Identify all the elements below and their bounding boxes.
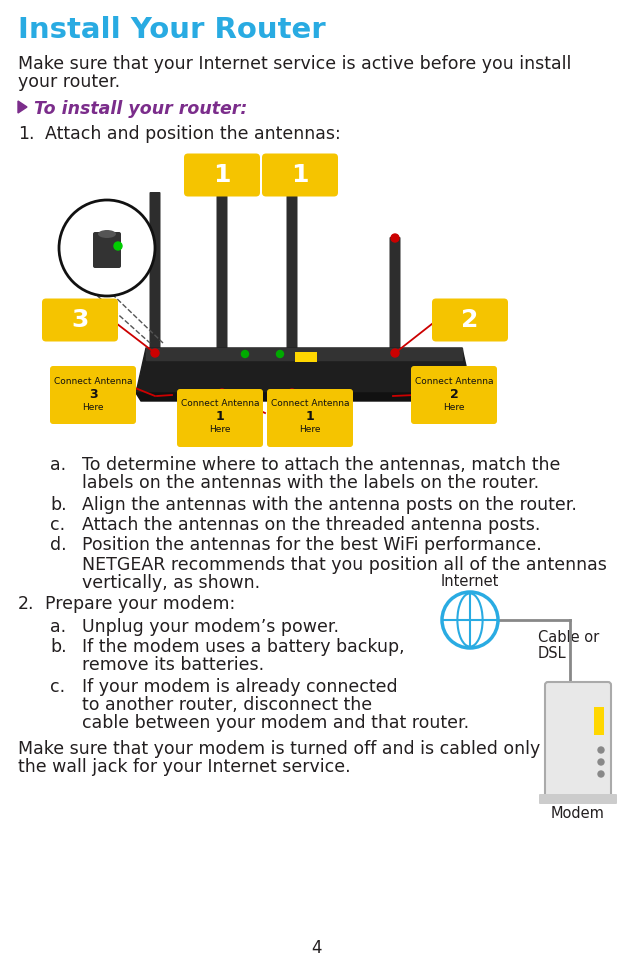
FancyBboxPatch shape <box>216 172 228 349</box>
Text: Position the antennas for the best WiFi performance.: Position the antennas for the best WiFi … <box>82 536 541 554</box>
Text: 1: 1 <box>216 410 224 424</box>
FancyBboxPatch shape <box>432 298 508 342</box>
Text: Cable or: Cable or <box>538 630 599 645</box>
FancyBboxPatch shape <box>539 794 617 804</box>
FancyBboxPatch shape <box>42 298 118 342</box>
Text: If the modem uses a battery backup,: If the modem uses a battery backup, <box>82 638 404 656</box>
Circle shape <box>59 200 155 296</box>
Circle shape <box>242 350 249 357</box>
FancyBboxPatch shape <box>295 352 317 362</box>
Text: Modem: Modem <box>551 805 605 821</box>
Text: your router.: your router. <box>18 73 120 91</box>
Text: c.: c. <box>50 516 65 534</box>
Text: 1.: 1. <box>18 125 34 143</box>
FancyBboxPatch shape <box>93 232 121 268</box>
Circle shape <box>391 234 399 242</box>
Text: 4: 4 <box>312 939 322 957</box>
Text: 3: 3 <box>89 387 97 401</box>
FancyBboxPatch shape <box>267 389 353 447</box>
Text: Connect Antenna: Connect Antenna <box>415 377 493 385</box>
FancyBboxPatch shape <box>184 154 260 197</box>
Circle shape <box>598 771 604 777</box>
Text: a.: a. <box>50 456 66 474</box>
Text: Make sure that your modem is turned off and is cabled only to: Make sure that your modem is turned off … <box>18 740 563 758</box>
Polygon shape <box>136 348 472 393</box>
FancyBboxPatch shape <box>389 237 401 349</box>
Circle shape <box>276 350 283 357</box>
FancyBboxPatch shape <box>262 154 338 197</box>
Text: If your modem is already connected: If your modem is already connected <box>82 678 398 696</box>
Text: 2.: 2. <box>18 595 34 613</box>
Text: Connect Antenna: Connect Antenna <box>181 400 259 408</box>
Text: a.: a. <box>50 618 66 636</box>
Circle shape <box>598 759 604 765</box>
Text: the wall jack for your Internet service.: the wall jack for your Internet service. <box>18 758 351 776</box>
Polygon shape <box>146 348 462 360</box>
Text: Connect Antenna: Connect Antenna <box>54 377 133 385</box>
Text: d.: d. <box>50 536 67 554</box>
Circle shape <box>598 747 604 753</box>
Circle shape <box>288 174 296 182</box>
Text: To determine where to attach the antennas, match the: To determine where to attach the antenna… <box>82 456 560 474</box>
Text: remove its batteries.: remove its batteries. <box>82 656 264 674</box>
Circle shape <box>151 349 159 357</box>
Text: cable between your modem and that router.: cable between your modem and that router… <box>82 714 469 732</box>
Text: to another router, disconnect the: to another router, disconnect the <box>82 696 372 714</box>
FancyBboxPatch shape <box>150 192 160 349</box>
Text: DSL: DSL <box>538 646 567 661</box>
Text: 1: 1 <box>213 163 231 187</box>
FancyBboxPatch shape <box>177 389 263 447</box>
Text: Here: Here <box>299 426 321 435</box>
FancyBboxPatch shape <box>50 366 136 424</box>
Text: c.: c. <box>50 678 65 696</box>
Polygon shape <box>136 393 472 401</box>
FancyBboxPatch shape <box>411 366 497 424</box>
Text: Make sure that your Internet service is active before you install: Make sure that your Internet service is … <box>18 55 571 73</box>
FancyBboxPatch shape <box>545 682 611 798</box>
Text: Attach the antennas on the threaded antenna posts.: Attach the antennas on the threaded ante… <box>82 516 540 534</box>
Text: Here: Here <box>443 403 465 411</box>
FancyBboxPatch shape <box>287 177 297 349</box>
Circle shape <box>114 242 122 250</box>
Text: Install Your Router: Install Your Router <box>18 16 326 44</box>
Circle shape <box>218 389 226 397</box>
Text: b.: b. <box>50 638 67 656</box>
Text: Attach and position the antennas:: Attach and position the antennas: <box>45 125 340 143</box>
Circle shape <box>218 169 226 177</box>
Text: Prepare your modem:: Prepare your modem: <box>45 595 235 613</box>
Polygon shape <box>18 101 27 113</box>
Text: 3: 3 <box>71 308 89 332</box>
Text: Connect Antenna: Connect Antenna <box>271 400 349 408</box>
Text: To install your router:: To install your router: <box>34 100 247 118</box>
Text: 2: 2 <box>462 308 479 332</box>
Text: 1: 1 <box>306 410 314 424</box>
Text: Here: Here <box>82 403 104 411</box>
Text: Here: Here <box>209 426 231 435</box>
Text: vertically, as shown.: vertically, as shown. <box>82 574 260 592</box>
FancyBboxPatch shape <box>594 707 604 735</box>
Text: 2: 2 <box>450 387 458 401</box>
Text: NETGEAR recommends that you position all of the antennas: NETGEAR recommends that you position all… <box>82 556 607 574</box>
Text: Unplug your modem’s power.: Unplug your modem’s power. <box>82 618 339 636</box>
Text: Align the antennas with the antenna posts on the router.: Align the antennas with the antenna post… <box>82 496 577 514</box>
Ellipse shape <box>98 230 116 238</box>
Text: labels on the antennas with the labels on the router.: labels on the antennas with the labels o… <box>82 474 539 492</box>
Circle shape <box>391 349 399 357</box>
Text: b.: b. <box>50 496 67 514</box>
Text: 1: 1 <box>291 163 309 187</box>
Text: Internet: Internet <box>441 574 499 590</box>
Circle shape <box>288 389 296 397</box>
